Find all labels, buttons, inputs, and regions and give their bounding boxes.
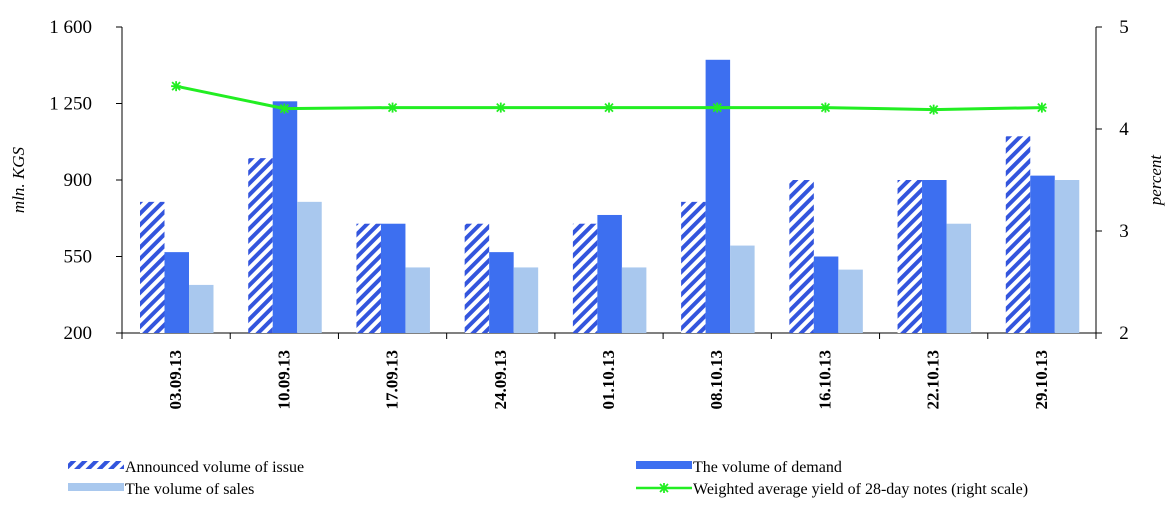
y-tick-label: 200: [64, 323, 93, 344]
yield-point: [928, 104, 939, 115]
bar: [405, 267, 430, 333]
bar: [897, 180, 923, 333]
yield-point: [1036, 102, 1047, 113]
legend-label: The volume of sales: [125, 481, 254, 498]
x-tick-label: 29.10.13: [1032, 350, 1051, 410]
y-axis-title: mln. KGS: [9, 146, 28, 213]
bar: [297, 201, 322, 333]
bars: [140, 59, 1080, 334]
axis-titles: mln. KGS percent: [9, 146, 1165, 213]
bar: [572, 223, 598, 333]
bar: [838, 269, 863, 333]
legend-label: The volume of demand: [693, 459, 842, 476]
y2-tick-label: 5: [1119, 17, 1129, 38]
legend-item: The volume of demand: [636, 459, 842, 476]
bar: [597, 214, 622, 333]
yield-point: [604, 102, 614, 113]
bar: [140, 201, 165, 333]
bar: [489, 252, 514, 333]
bar: [248, 158, 273, 333]
bar: [380, 223, 406, 333]
bar: [922, 180, 947, 333]
bar: [789, 180, 814, 333]
legend-item: Announced volume of issue: [68, 459, 304, 476]
legend-label: Announced volume of issue: [125, 459, 304, 476]
bar: [681, 201, 706, 333]
bar: [1054, 180, 1080, 333]
legend-swatch: [68, 483, 124, 491]
y-tick-label: 900: [64, 170, 93, 191]
bar: [464, 223, 490, 333]
yield-point: [712, 102, 723, 113]
bar: [705, 59, 731, 334]
legend-swatch: [68, 461, 124, 469]
bar: [1005, 136, 1031, 333]
yield-point: [495, 102, 506, 113]
legend-item: The volume of sales: [68, 481, 254, 498]
tick-labels: 1 600 1 250 900 550 200 5 4 3 2 03.09.13 10.09.13 1…: [49, 17, 1129, 410]
yield-point: [279, 103, 290, 114]
y-tick-label: 1 600: [49, 17, 92, 38]
x-tick-label: 10.09.13: [274, 350, 293, 410]
bar: [730, 245, 755, 333]
yield-point: [387, 102, 398, 113]
legend-item: Weighted average yield of 28-day notes (…: [636, 481, 1028, 498]
y2-axis-title: percent: [1146, 154, 1165, 207]
bar: [356, 223, 381, 333]
x-tick-label: 01.10.13: [599, 350, 618, 410]
bar: [621, 267, 647, 333]
bar: [189, 284, 214, 333]
bar: [1030, 175, 1055, 333]
x-tick-label: 22.10.13: [924, 350, 943, 410]
bar: [272, 101, 298, 333]
x-tick-label: 08.10.13: [707, 350, 726, 410]
legend-swatch: [636, 461, 692, 469]
bar: [813, 256, 839, 333]
y-tick-label: 1 250: [49, 94, 92, 115]
x-tick-label: 24.09.13: [491, 350, 510, 410]
x-tick-label: 03.09.13: [166, 350, 185, 410]
x-tick-label: 16.10.13: [815, 350, 834, 410]
bar: [946, 223, 972, 333]
legend-label: Weighted average yield of 28-day notes (…: [693, 481, 1028, 498]
yield-point: [820, 102, 831, 113]
y2-tick-label: 4: [1119, 119, 1129, 140]
legend-marker: [659, 483, 669, 493]
x-tick-label: 17.09.13: [383, 350, 402, 410]
legend: Announced volume of issue The volume of d…: [68, 459, 1028, 498]
y-tick-label: 550: [64, 247, 93, 268]
bar: [513, 267, 539, 333]
y2-tick-label: 3: [1119, 221, 1129, 242]
y2-tick-label: 2: [1119, 323, 1129, 344]
bar: [164, 252, 189, 333]
yield-line: [171, 81, 1047, 115]
yield-point: [171, 81, 182, 92]
